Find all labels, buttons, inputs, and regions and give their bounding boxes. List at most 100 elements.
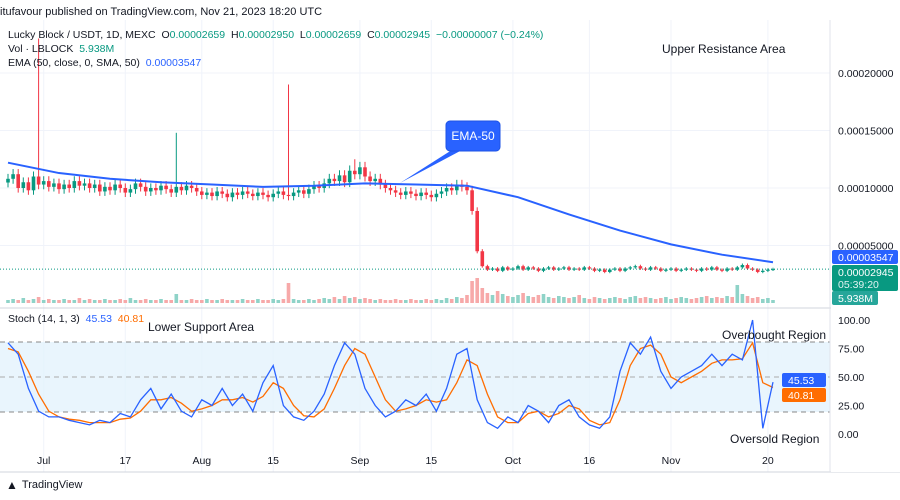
candle-body	[398, 192, 403, 195]
volume-bar	[699, 297, 704, 303]
volume-bar	[169, 300, 173, 303]
price-axis[interactable]: 0.00020000 0.00015000 0.00010000 0.00005000…	[838, 68, 894, 441]
candle-body	[47, 181, 51, 187]
volume-bar	[460, 298, 464, 303]
candle-body	[546, 267, 551, 269]
candle-body	[251, 193, 255, 197]
volume-bar	[710, 298, 714, 303]
candle-body	[21, 182, 26, 188]
candle-body	[745, 265, 750, 269]
volume-legend[interactable]: Vol · LBLOCK 5.938M	[8, 43, 114, 55]
low-label: L	[299, 29, 306, 41]
volume-bar	[771, 300, 775, 303]
candle-body	[256, 192, 260, 197]
candle-body	[648, 267, 653, 270]
candle-body	[11, 174, 15, 179]
candle-body	[455, 184, 459, 191]
volume-bar	[444, 298, 449, 303]
volume-bar	[628, 297, 632, 303]
candle-body	[235, 192, 240, 195]
stoch-legend[interactable]: Stoch (14, 1, 3) 45.53 40.81	[8, 313, 144, 325]
candle-body	[393, 190, 398, 193]
candle-body	[225, 193, 230, 198]
volume-bar	[388, 300, 393, 303]
candle-body	[674, 268, 678, 271]
x-tick-label: 20	[762, 455, 774, 467]
candle-body	[358, 167, 362, 175]
volume-bar	[154, 300, 158, 303]
volume-bar	[322, 298, 326, 303]
volume-bar	[531, 297, 536, 303]
volume-label: Vol · LBLOCK	[8, 43, 74, 55]
candle-body	[740, 265, 745, 268]
ema-legend[interactable]: EMA (50, close, 0, SMA, 50) 0.00003547	[8, 57, 201, 69]
candle-body	[613, 268, 617, 270]
upper-resistance-label: Upper Resistance Area	[662, 42, 786, 56]
volume-bar	[597, 298, 602, 303]
volume-bar	[740, 294, 745, 303]
candle-body	[500, 267, 505, 271]
candle-body	[36, 176, 41, 185]
candle-body	[766, 269, 770, 271]
volume-bar	[633, 296, 638, 303]
tradingview-icon: ▲	[6, 478, 18, 492]
volume-bar	[516, 295, 520, 303]
candle-body	[419, 192, 423, 197]
candle-body	[62, 184, 66, 190]
volume-bar	[36, 297, 41, 303]
candle-body	[307, 189, 311, 194]
volume-bar	[113, 300, 117, 303]
volume-bar	[679, 297, 683, 303]
candle-body	[485, 266, 490, 270]
candle-body	[689, 268, 694, 270]
volume-bar	[694, 298, 699, 303]
candle-body	[449, 188, 454, 191]
volume-bar	[684, 298, 689, 303]
candle-body	[123, 188, 128, 193]
candle-body	[179, 186, 184, 191]
candle-body	[271, 193, 275, 198]
k-badge-text: 45.53	[788, 375, 814, 387]
stoch-k-line	[7, 319, 774, 430]
candle-body	[572, 268, 576, 270]
volume-bar	[536, 295, 541, 303]
candle-body	[699, 268, 704, 271]
volume-bar	[179, 300, 184, 303]
candle-body	[108, 186, 112, 191]
candle-body	[633, 266, 638, 268]
candle-body	[526, 267, 530, 270]
volume-bar	[62, 299, 66, 303]
tradingview-logo[interactable]: ▲ TradingView	[6, 478, 82, 492]
y-tick-label: 0.00010000	[838, 183, 894, 195]
volume-bar	[72, 300, 77, 303]
time-axis[interactable]: Jul 17 Aug 15 Sep 15 Oct 16 Nov 20	[37, 455, 774, 467]
candle-body	[521, 266, 525, 270]
candle-body	[154, 188, 158, 191]
candle-body	[169, 189, 173, 193]
volume-bar	[424, 299, 428, 303]
high-label: H	[230, 29, 239, 41]
symbol-label[interactable]: Lucky Block / USDT, 1D, MEXC	[8, 29, 156, 41]
volume-bar	[725, 296, 729, 303]
volume-bar	[307, 299, 311, 303]
volume-bar	[11, 299, 15, 303]
volume-bar	[358, 299, 362, 303]
volume-bar	[149, 300, 153, 303]
candle-body	[82, 183, 87, 186]
candle-body	[128, 189, 133, 193]
close-value: 0.00002945	[374, 29, 431, 41]
volume-bar	[500, 294, 505, 303]
candle-body	[388, 188, 393, 191]
candle-body	[551, 267, 556, 270]
low-value: 0.00002659	[305, 29, 362, 41]
candle-body	[353, 170, 357, 175]
candle-body	[378, 178, 383, 185]
volume-bar	[200, 300, 204, 303]
open-value: 0.00002659	[169, 29, 226, 41]
candle-body	[715, 267, 719, 270]
candle-body	[363, 167, 367, 177]
volume-bar	[118, 299, 122, 303]
volume-bar	[735, 285, 740, 303]
candle-body	[720, 269, 724, 271]
